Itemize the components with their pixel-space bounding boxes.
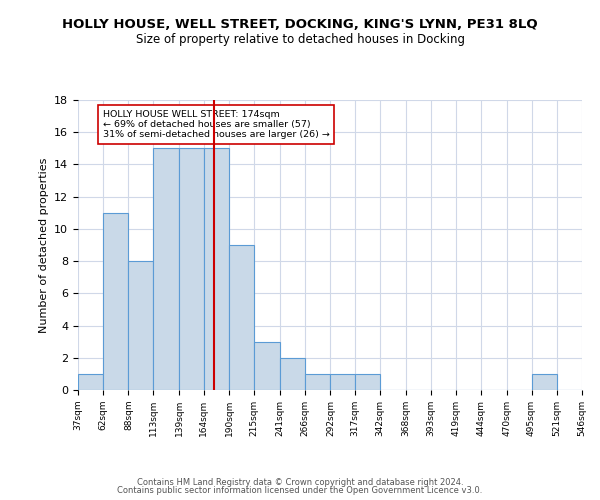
Text: Contains public sector information licensed under the Open Government Licence v3: Contains public sector information licen… <box>118 486 482 495</box>
Bar <box>280 358 305 390</box>
Text: HOLLY HOUSE, WELL STREET, DOCKING, KING'S LYNN, PE31 8LQ: HOLLY HOUSE, WELL STREET, DOCKING, KING'… <box>62 18 538 30</box>
Bar <box>179 148 204 390</box>
Bar <box>532 374 557 390</box>
Bar <box>229 245 254 390</box>
Text: Contains HM Land Registry data © Crown copyright and database right 2024.: Contains HM Land Registry data © Crown c… <box>137 478 463 487</box>
Bar <box>78 374 103 390</box>
Text: HOLLY HOUSE WELL STREET: 174sqm
← 69% of detached houses are smaller (57)
31% of: HOLLY HOUSE WELL STREET: 174sqm ← 69% of… <box>103 110 329 140</box>
Text: Size of property relative to detached houses in Docking: Size of property relative to detached ho… <box>136 32 464 46</box>
Bar <box>305 374 331 390</box>
Bar <box>103 213 128 390</box>
Bar <box>153 148 179 390</box>
Bar <box>128 261 153 390</box>
Bar <box>355 374 380 390</box>
Y-axis label: Number of detached properties: Number of detached properties <box>38 158 49 332</box>
Bar <box>204 148 229 390</box>
Bar <box>254 342 280 390</box>
Bar <box>331 374 355 390</box>
